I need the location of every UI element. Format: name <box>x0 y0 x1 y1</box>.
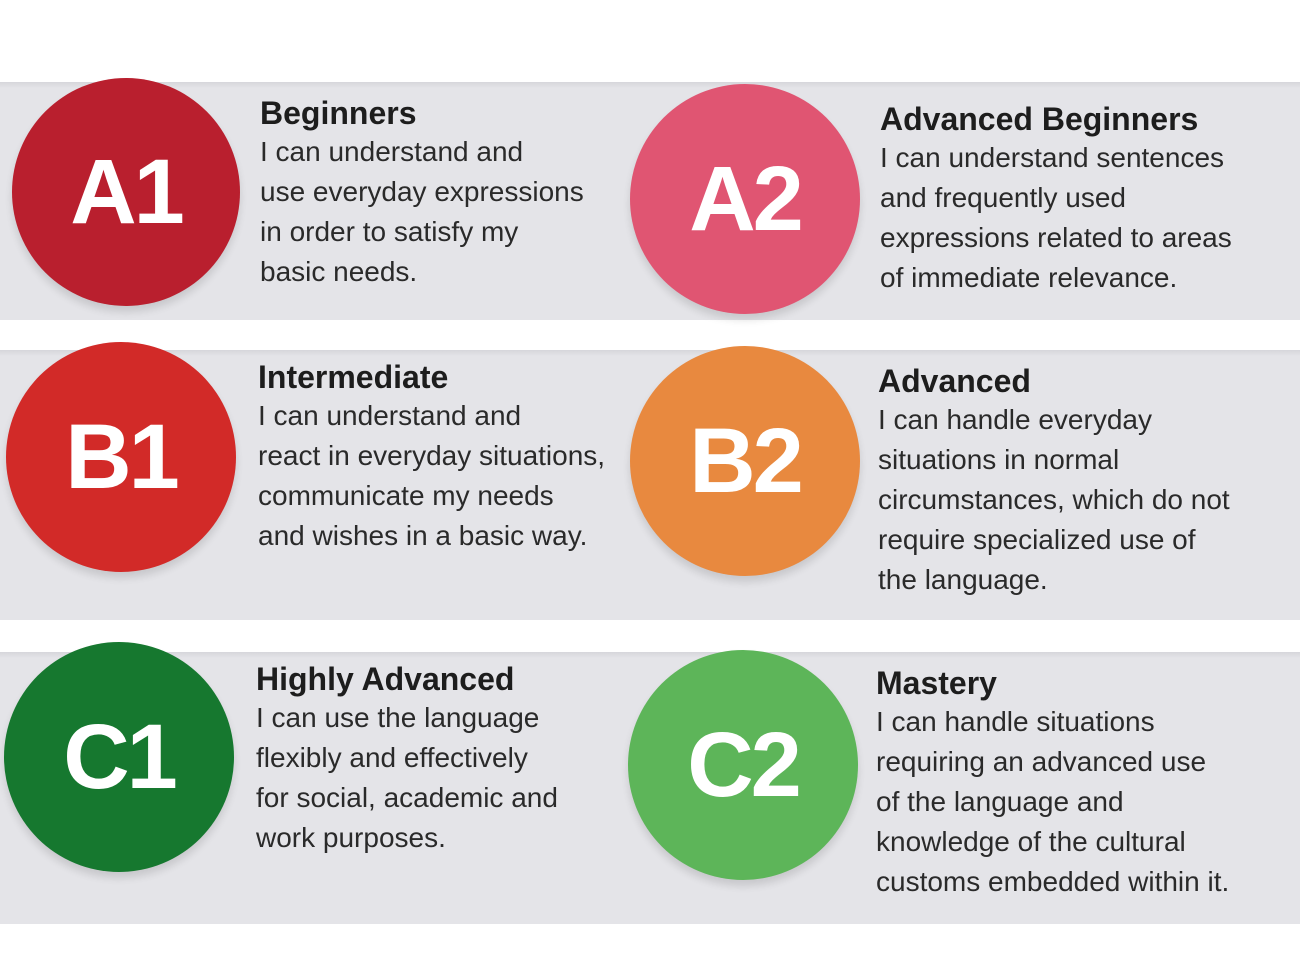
level-title: Advanced Beginners <box>880 101 1199 137</box>
level-badge-b2: B2 <box>630 346 860 576</box>
level-description: I can understand and use everyday expres… <box>260 136 584 287</box>
level-card-c2: Mastery I can handle situations requirin… <box>876 664 1286 902</box>
level-title: Mastery <box>876 665 997 701</box>
level-card-a2: Advanced Beginners I can understand sent… <box>880 100 1290 298</box>
level-card-c1: Highly Advanced I can use the language f… <box>256 660 626 858</box>
level-card-b1: Intermediate I can understand and react … <box>258 358 628 556</box>
level-badge-c1: C1 <box>4 642 234 872</box>
level-title: Advanced <box>878 363 1031 399</box>
level-badge-b1: B1 <box>6 342 236 572</box>
level-title: Highly Advanced <box>256 661 515 697</box>
level-description: I can handle situations requiring an adv… <box>876 706 1230 897</box>
level-badge-a2: A2 <box>630 84 860 314</box>
level-description: I can understand and react in everyday s… <box>258 400 606 551</box>
level-title: Intermediate <box>258 359 449 395</box>
level-badge-a1: A1 <box>12 78 240 306</box>
level-description: I can understand sentences and frequentl… <box>880 142 1232 293</box>
level-description: I can handle everyday situations in norm… <box>878 404 1230 595</box>
level-title: Beginners <box>260 95 417 131</box>
level-card-a1: Beginners I can understand and use every… <box>260 94 630 292</box>
level-card-b2: Advanced I can handle everyday situation… <box>878 362 1288 600</box>
level-badge-c2: C2 <box>628 650 858 880</box>
level-description: I can use the language flexibly and effe… <box>256 702 558 853</box>
